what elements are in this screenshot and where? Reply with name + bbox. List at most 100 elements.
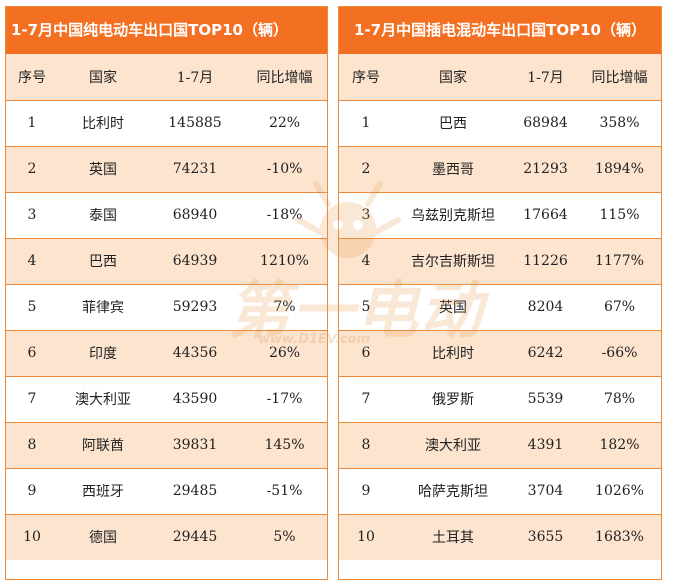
cell-yoy-growth: 1177% [578,237,661,284]
cell-rank: 8 [6,421,58,468]
table-row: 3 泰国 68940 -18% [6,191,327,238]
bev-table-body: 1 比利时 145885 22% 2 英国 74231 -10% 3 泰国 68940 -18% 4 巴西… [6,99,327,560]
cell-country: 德国 [58,513,148,560]
cell-country: 英国 [393,283,513,330]
cell-rank: 9 [6,467,58,514]
table-header-row: 序号 国家 1-7月 同比增幅 [339,54,661,100]
cell-yoy-growth: 67% [578,283,661,330]
cell-jan-jul: 68984 [513,99,578,146]
cell-yoy-growth: 358% [578,99,661,146]
phev-table-body: 1 巴西 68984 358% 2 墨西哥 21293 1894% 3 乌兹别克斯坦 17664 11… [339,99,661,560]
cell-jan-jul: 44356 [148,329,242,376]
phev-export-table: 序号 国家 1-7月 同比增幅 1 巴西 68984 358% 2 墨西哥 21293 189… [339,54,661,560]
table-row: 5 英国 8204 67% [339,283,661,330]
cell-yoy-growth: 182% [578,421,661,468]
cell-jan-jul: 29485 [148,467,242,514]
cell-jan-jul: 68940 [148,191,242,238]
header-rank: 序号 [339,54,393,100]
cell-jan-jul: 11226 [513,237,578,284]
cell-yoy-growth: 145% [242,421,327,468]
table-row: 9 西班牙 29485 -51% [6,467,327,514]
cell-rank: 10 [339,513,393,560]
cell-jan-jul: 3655 [513,513,578,560]
phev-table-title: 1-7月中国插电混动车出口国TOP10（辆） [339,7,661,54]
cell-rank: 7 [339,375,393,422]
cell-rank: 8 [339,421,393,468]
cell-rank: 2 [6,145,58,192]
cell-jan-jul: 21293 [513,145,578,192]
header-jan-jul: 1-7月 [148,54,242,100]
cell-rank: 1 [339,99,393,146]
table-row: 1 比利时 145885 22% [6,99,327,146]
cell-yoy-growth: 1026% [578,467,661,514]
cell-country: 英国 [58,145,148,192]
cell-country: 泰国 [58,191,148,238]
cell-jan-jul: 39831 [148,421,242,468]
cell-country: 西班牙 [58,467,148,514]
cell-yoy-growth: 115% [578,191,661,238]
bev-export-table: 序号 国家 1-7月 同比增幅 1 比利时 145885 22% 2 英国 74231 -10… [6,54,327,560]
cell-jan-jul: 74231 [148,145,242,192]
cell-yoy-growth: 26% [242,329,327,376]
cell-country: 阿联酋 [58,421,148,468]
cell-yoy-growth: 1683% [578,513,661,560]
table-row: 10 土耳其 3655 1683% [339,513,661,560]
cell-jan-jul: 17664 [513,191,578,238]
table-row: 4 吉尔吉斯斯坦 11226 1177% [339,237,661,284]
cell-yoy-growth: -51% [242,467,327,514]
table-header-row: 序号 国家 1-7月 同比增幅 [6,54,327,100]
table-row: 6 比利时 6242 -66% [339,329,661,376]
cell-country: 土耳其 [393,513,513,560]
cell-country: 俄罗斯 [393,375,513,422]
cell-jan-jul: 43590 [148,375,242,422]
cell-country: 巴西 [393,99,513,146]
cell-yoy-growth: 1210% [242,237,327,284]
cell-jan-jul: 4391 [513,421,578,468]
cell-jan-jul: 29445 [148,513,242,560]
cell-rank: 3 [339,191,393,238]
header-jan-jul: 1-7月 [513,54,578,100]
cell-rank: 2 [339,145,393,192]
cell-country: 吉尔吉斯斯坦 [393,237,513,284]
cell-rank: 4 [6,237,58,284]
cell-country: 澳大利亚 [393,421,513,468]
cell-jan-jul: 64939 [148,237,242,284]
cell-rank: 5 [339,283,393,330]
cell-yoy-growth: 1894% [578,145,661,192]
cell-country: 比利时 [58,99,148,146]
cell-jan-jul: 6242 [513,329,578,376]
header-yoy-growth: 同比增幅 [578,54,661,100]
table-row: 4 巴西 64939 1210% [6,237,327,284]
table-row: 3 乌兹别克斯坦 17664 115% [339,191,661,238]
cell-jan-jul: 3704 [513,467,578,514]
table-row: 1 巴西 68984 358% [339,99,661,146]
cell-yoy-growth: -17% [242,375,327,422]
cell-rank: 6 [6,329,58,376]
cell-country: 菲律宾 [58,283,148,330]
table-row: 7 澳大利亚 43590 -17% [6,375,327,422]
cell-yoy-growth: -10% [242,145,327,192]
cell-jan-jul: 5539 [513,375,578,422]
header-country: 国家 [58,54,148,100]
table-row: 2 墨西哥 21293 1894% [339,145,661,192]
cell-yoy-growth: -18% [242,191,327,238]
cell-country: 印度 [58,329,148,376]
header-yoy-growth: 同比增幅 [242,54,327,100]
cell-jan-jul: 8204 [513,283,578,330]
cell-rank: 6 [339,329,393,376]
cell-country: 巴西 [58,237,148,284]
cell-jan-jul: 59293 [148,283,242,330]
cell-yoy-growth: 5% [242,513,327,560]
cell-rank: 7 [6,375,58,422]
cell-country: 哈萨克斯坦 [393,467,513,514]
table-row: 5 菲律宾 59293 7% [6,283,327,330]
table-row: 9 哈萨克斯坦 3704 1026% [339,467,661,514]
cell-rank: 3 [6,191,58,238]
cell-rank: 5 [6,283,58,330]
cell-rank: 1 [6,99,58,146]
bev-table-title: 1-7月中国纯电动车出口国TOP10（辆） [6,7,327,54]
cell-yoy-growth: 78% [578,375,661,422]
cell-jan-jul: 145885 [148,99,242,146]
cell-country: 乌兹别克斯坦 [393,191,513,238]
cell-yoy-growth: 7% [242,283,327,330]
